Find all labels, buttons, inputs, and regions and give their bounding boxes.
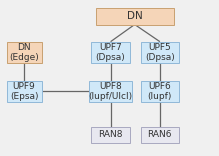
FancyBboxPatch shape	[141, 81, 179, 102]
FancyBboxPatch shape	[7, 81, 42, 102]
Text: UPF6
(Iupf): UPF6 (Iupf)	[148, 82, 172, 101]
Text: UPF9
(Epsa): UPF9 (Epsa)	[10, 82, 38, 101]
FancyBboxPatch shape	[141, 42, 179, 63]
FancyBboxPatch shape	[141, 127, 179, 143]
FancyBboxPatch shape	[91, 127, 130, 143]
FancyBboxPatch shape	[96, 8, 173, 24]
Text: UPF8
(Iupf/Ulcl): UPF8 (Iupf/Ulcl)	[88, 82, 133, 101]
Text: UPF7
(Dpsa): UPF7 (Dpsa)	[96, 43, 125, 62]
Text: DN: DN	[127, 11, 143, 21]
Text: DN
(Edge): DN (Edge)	[9, 43, 39, 62]
FancyBboxPatch shape	[89, 81, 132, 102]
FancyBboxPatch shape	[7, 42, 42, 63]
Text: RAN8: RAN8	[98, 130, 123, 139]
Text: UPF5
(Dpsa): UPF5 (Dpsa)	[145, 43, 175, 62]
Text: RAN6: RAN6	[148, 130, 172, 139]
FancyBboxPatch shape	[91, 42, 130, 63]
